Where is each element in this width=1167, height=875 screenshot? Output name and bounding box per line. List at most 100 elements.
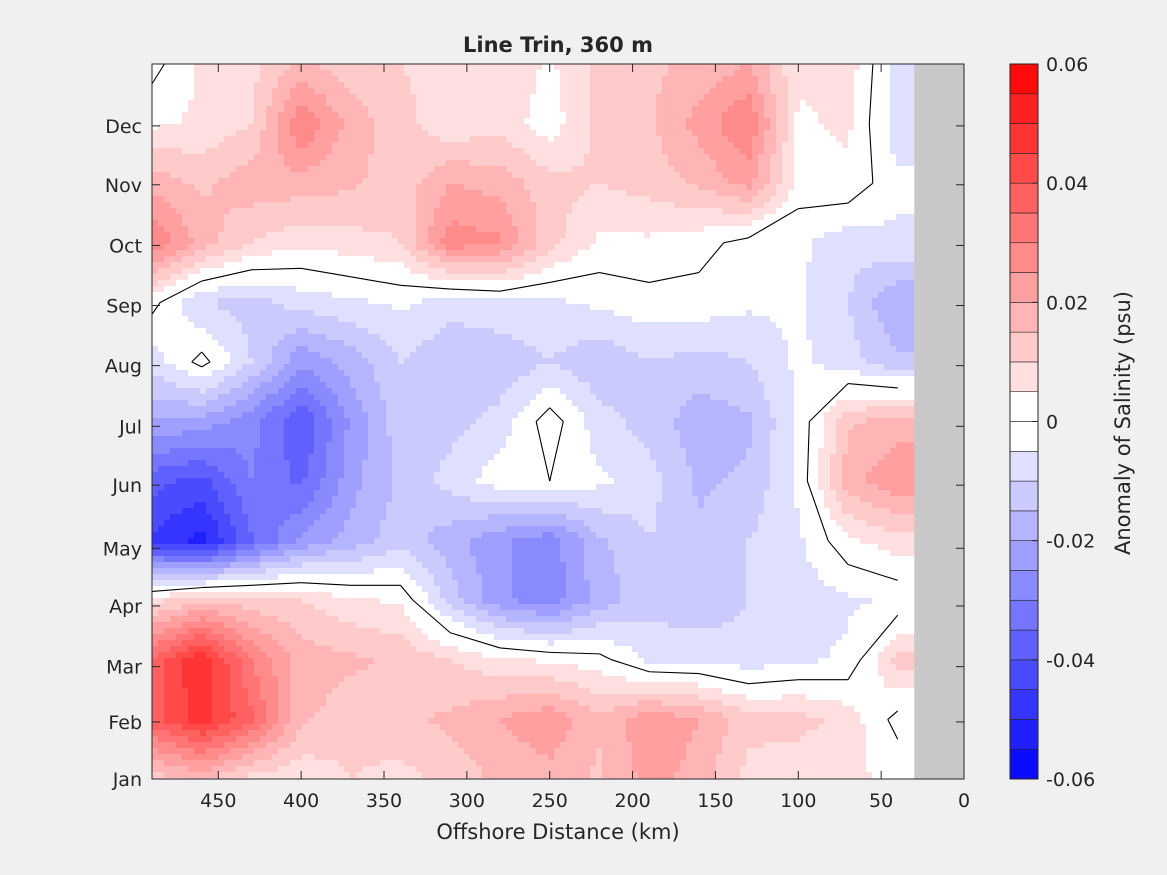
contour-cell xyxy=(188,604,195,611)
contour-cell xyxy=(170,130,177,137)
contour-cell xyxy=(218,490,225,497)
contour-cell xyxy=(362,700,369,707)
contour-cell xyxy=(260,772,267,779)
contour-cell xyxy=(386,736,393,743)
contour-cell xyxy=(386,550,393,557)
contour-cell xyxy=(308,382,315,389)
contour-cell xyxy=(308,694,315,701)
contour-cell xyxy=(392,394,399,401)
contour-cell xyxy=(290,658,297,665)
contour-cell xyxy=(290,322,297,329)
contour-cell xyxy=(230,298,237,305)
contour-cell xyxy=(380,520,387,527)
contour-cell xyxy=(164,172,171,179)
contour-cell xyxy=(242,520,249,527)
contour-cell xyxy=(152,100,159,107)
contour-cell xyxy=(260,238,267,245)
contour-cell xyxy=(332,316,339,323)
contour-cell xyxy=(296,376,303,383)
contour-cell xyxy=(194,520,201,527)
contour-cell xyxy=(392,706,399,713)
contour-cell xyxy=(302,268,309,275)
contour-cell xyxy=(338,412,345,419)
contour-cell xyxy=(194,550,201,557)
contour-cell xyxy=(260,592,267,599)
contour-cell xyxy=(218,394,225,401)
contour-cell xyxy=(398,346,405,353)
contour-cell xyxy=(170,736,177,743)
contour-cell xyxy=(158,496,165,503)
contour-cell xyxy=(326,742,333,749)
contour-cell xyxy=(158,538,165,545)
contour-cell xyxy=(320,232,327,239)
contour-cell xyxy=(260,124,267,131)
contour-cell xyxy=(248,136,255,143)
contour-cell xyxy=(248,730,255,737)
contour-cell xyxy=(242,190,249,197)
contour-cell xyxy=(302,160,309,167)
contour-cell xyxy=(212,298,219,305)
contour-cell xyxy=(170,484,177,491)
contour-cell xyxy=(260,352,267,359)
contour-cell xyxy=(236,472,243,479)
contour-cell xyxy=(152,166,159,173)
contour-cell xyxy=(392,454,399,461)
contour-cell xyxy=(170,490,177,497)
contour-cell xyxy=(182,490,189,497)
contour-cell xyxy=(218,64,225,71)
contour-cell xyxy=(326,490,333,497)
contour-cell xyxy=(290,622,297,629)
contour-cell xyxy=(236,496,243,503)
contour-cell xyxy=(290,574,297,581)
contour-cell xyxy=(266,70,273,77)
contour-cell xyxy=(344,274,351,281)
contour-cell xyxy=(362,652,369,659)
contour-cell xyxy=(302,112,309,119)
contour-cell xyxy=(296,754,303,761)
contour-cell xyxy=(326,568,333,575)
contour-cell xyxy=(296,196,303,203)
contour-cell xyxy=(380,538,387,545)
contour-cell xyxy=(308,166,315,173)
contour-cell xyxy=(194,460,201,467)
contour-cell xyxy=(356,292,363,299)
contour-cell xyxy=(176,772,183,779)
contour-cell xyxy=(230,112,237,119)
contour-cell xyxy=(272,346,279,353)
contour-cell xyxy=(356,172,363,179)
contour-cell xyxy=(368,376,375,383)
contour-cell xyxy=(386,70,393,77)
contour-cell xyxy=(314,478,321,485)
contour-cell xyxy=(290,100,297,107)
contour-cell xyxy=(278,82,285,89)
contour-cell xyxy=(218,352,225,359)
contour-cell xyxy=(380,280,387,287)
contour-cell xyxy=(224,670,231,677)
contour-cell xyxy=(326,190,333,197)
contour-cell xyxy=(188,574,195,581)
contour-cell xyxy=(176,130,183,137)
contour-cell xyxy=(182,724,189,731)
contour-cell xyxy=(206,130,213,137)
contour-cell xyxy=(278,274,285,281)
contour-cell xyxy=(362,232,369,239)
contour-cell xyxy=(386,304,393,311)
contour-cell xyxy=(278,346,285,353)
contour-cell xyxy=(218,178,225,185)
contour-cell xyxy=(266,280,273,287)
contour-cell xyxy=(344,520,351,527)
contour-cell xyxy=(344,436,351,443)
contour-cell xyxy=(266,172,273,179)
contour-cell xyxy=(386,148,393,155)
contour-cell xyxy=(332,274,339,281)
contour-cell xyxy=(314,460,321,467)
contour-cell xyxy=(302,346,309,353)
contour-cell xyxy=(380,556,387,563)
contour-cell xyxy=(242,166,249,173)
contour-cell xyxy=(380,376,387,383)
contour-cell xyxy=(170,352,177,359)
contour-cell xyxy=(212,484,219,491)
contour-cell xyxy=(254,82,261,89)
contour-cell xyxy=(278,256,285,263)
contour-cell xyxy=(260,712,267,719)
